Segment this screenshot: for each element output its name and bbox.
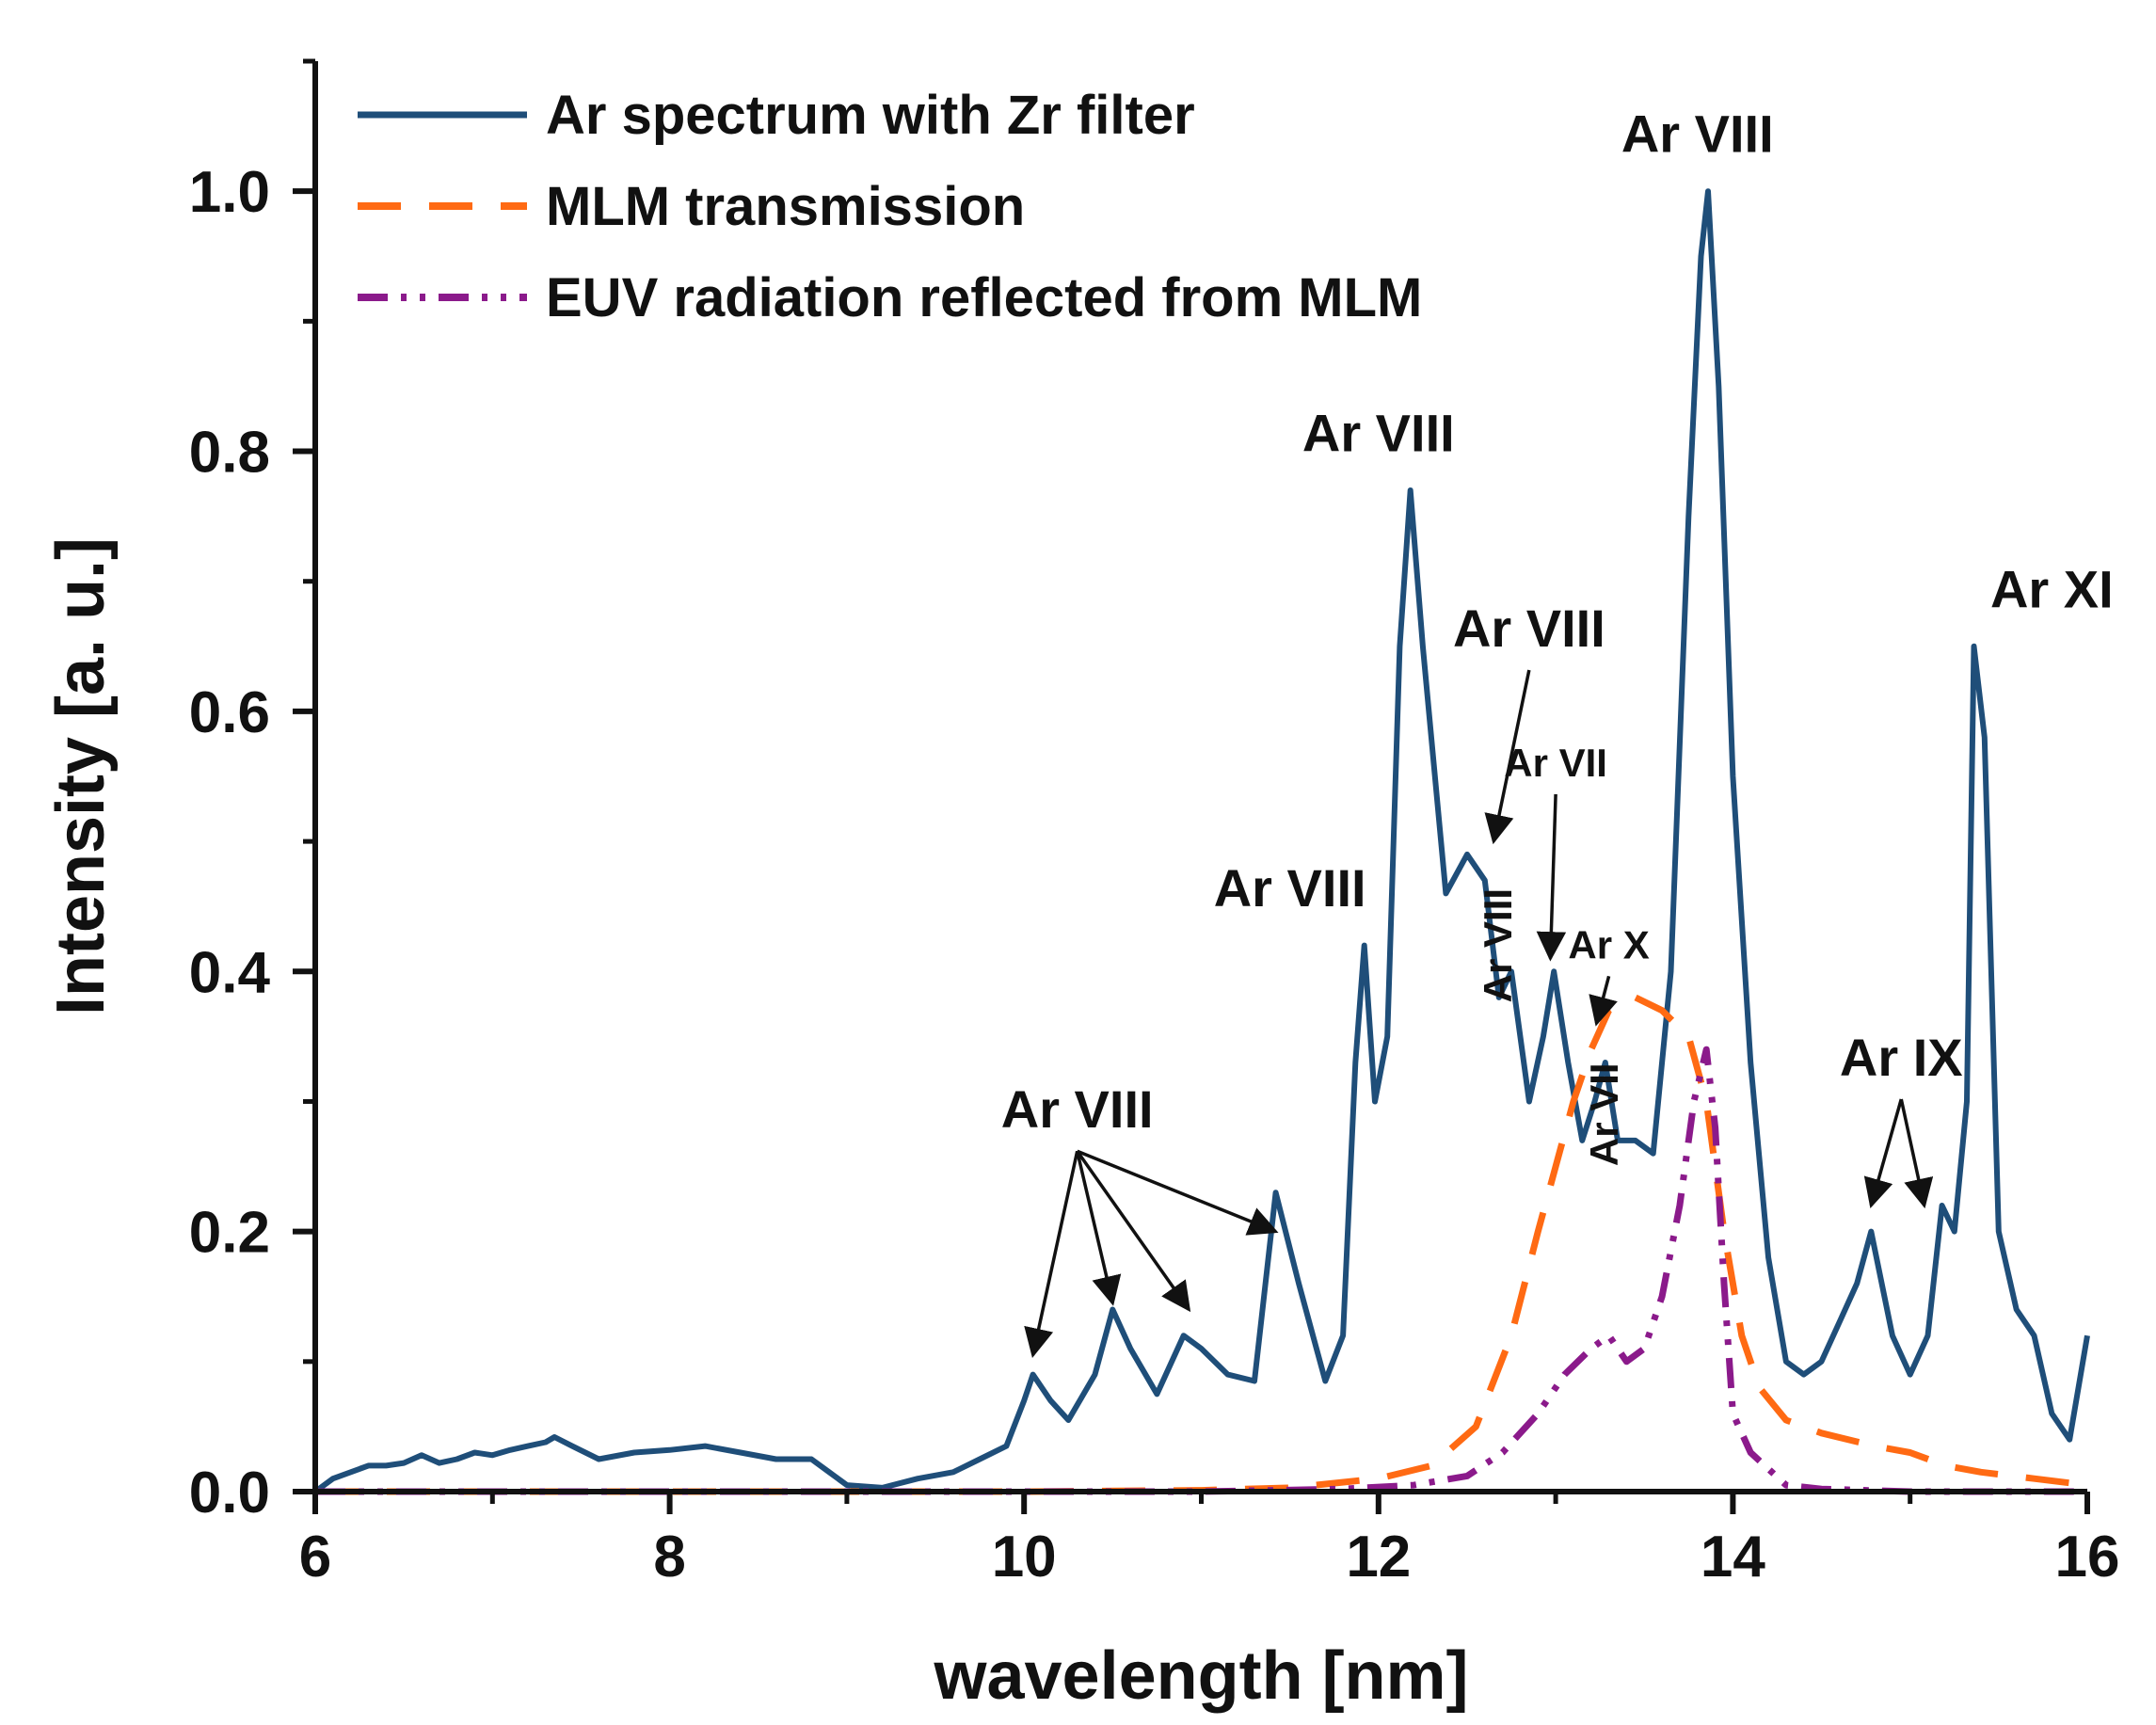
peak-label: Ar VIII bbox=[1214, 858, 1366, 918]
x-tick-label: 12 bbox=[1346, 1525, 1411, 1589]
series-line-2 bbox=[315, 994, 2088, 1495]
y-tick-label: 0.2 bbox=[189, 1201, 270, 1266]
annotation-arrow bbox=[1536, 793, 1567, 962]
legend-label-2: MLM transmission bbox=[546, 176, 1025, 237]
x-tick-label: 8 bbox=[653, 1525, 685, 1589]
legend-label-1: Ar spectrum with Zr filter bbox=[546, 85, 1195, 146]
x-tick-label: 14 bbox=[1701, 1525, 1765, 1589]
peak-label: Ar X bbox=[1568, 922, 1649, 966]
peak-label: Ar XI bbox=[1990, 559, 2114, 618]
annotation-arrow bbox=[1076, 1150, 1191, 1313]
y-tick-label: 0.4 bbox=[189, 940, 271, 1005]
peak-label: Ar IX bbox=[1840, 1028, 1963, 1087]
y-tick-label: 0.8 bbox=[189, 421, 270, 486]
peak-label: Ar VIII bbox=[1476, 888, 1520, 1002]
series-line-3 bbox=[315, 1046, 2087, 1495]
annotation-arrow bbox=[1863, 1098, 1903, 1209]
annotation-arrow bbox=[1484, 669, 1531, 845]
annotation-arrow bbox=[1589, 975, 1618, 1027]
legend-label-3: EUV radiation reflected from MLM bbox=[546, 267, 1422, 328]
x-tick-label: 10 bbox=[992, 1525, 1057, 1589]
peak-label: Ar VII bbox=[1582, 1062, 1626, 1166]
x-tick-label: 6 bbox=[299, 1525, 331, 1589]
series-layer bbox=[313, 188, 2090, 1495]
annotations-layer: Ar VIII Ar VIII Ar VIII Ar VIII Ar VIII Ar VI… bbox=[1001, 104, 2114, 1358]
peak-label: Ar VIII bbox=[1001, 1079, 1154, 1139]
x-tick-label: 16 bbox=[2055, 1525, 2120, 1589]
x-axis-title: wavelength [nm] bbox=[933, 1638, 1468, 1714]
annotation-arrow bbox=[1024, 1150, 1079, 1358]
peak-label: Ar VIII bbox=[1453, 599, 1605, 658]
axes-layer: 6 8 10 12 14 16 0.0 0.2 0.4 0.6 0.8 1.0 bbox=[189, 58, 2120, 1589]
y-axis-title: Intensity [a. u.] bbox=[43, 537, 119, 1015]
y-tick-label: 0.0 bbox=[189, 1461, 270, 1525]
annotation-arrow bbox=[1899, 1098, 1934, 1209]
peak-label: Ar VII bbox=[1504, 741, 1607, 785]
annotation-arrow bbox=[1077, 1149, 1279, 1236]
peak-label: Ar VIII bbox=[1302, 404, 1455, 463]
annotation-arrow bbox=[1075, 1150, 1122, 1306]
legend: Ar spectrum with Zr filter MLM transmissi… bbox=[358, 85, 1422, 328]
peak-label: Ar VIII bbox=[1621, 104, 1774, 164]
y-tick-label: 0.6 bbox=[189, 680, 270, 745]
y-tick-label: 1.0 bbox=[189, 160, 270, 225]
series-line-1 bbox=[313, 188, 2090, 1494]
